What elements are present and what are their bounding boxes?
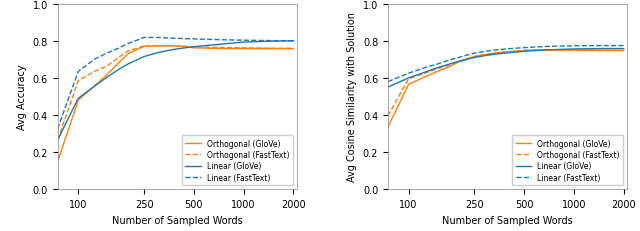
- Legend: Orthogonal (GloVe), Orthogonal (FastText), Linear (GloVe), Linear (FastText): Orthogonal (GloVe), Orthogonal (FastText…: [182, 135, 293, 186]
- Legend: Orthogonal (GloVe), Orthogonal (FastText), Linear (GloVe), Linear (FastText): Orthogonal (GloVe), Orthogonal (FastText…: [512, 135, 623, 186]
- Y-axis label: Avg Cosine Similarity with Solution: Avg Cosine Similarity with Solution: [348, 12, 357, 182]
- X-axis label: Number of Sampled Words: Number of Sampled Words: [442, 215, 573, 225]
- Y-axis label: Avg Accuracy: Avg Accuracy: [17, 64, 27, 130]
- X-axis label: Number of Sampled Words: Number of Sampled Words: [112, 215, 243, 225]
